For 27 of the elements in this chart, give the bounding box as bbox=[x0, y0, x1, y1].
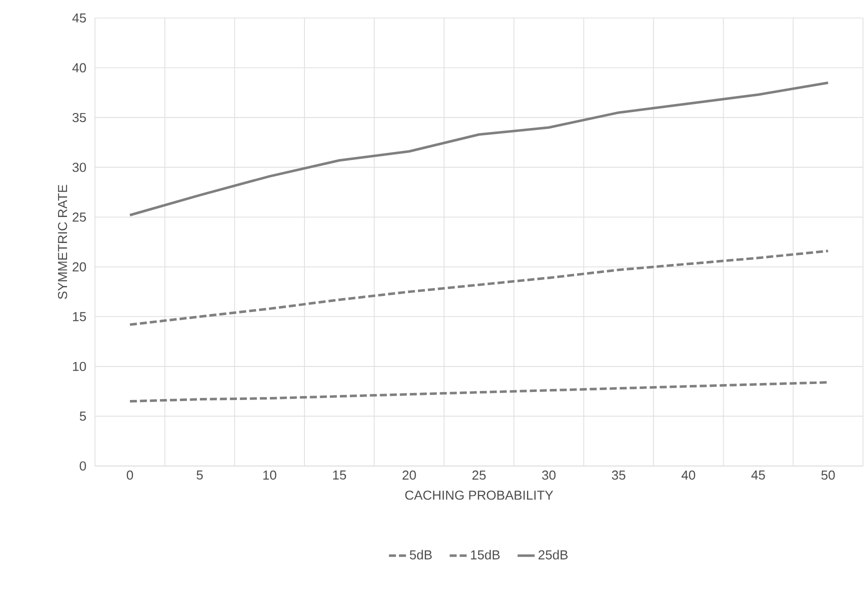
y-tick-label: 5 bbox=[80, 412, 86, 421]
y-tick-label: 10 bbox=[73, 362, 86, 372]
x-tick-label: 25 bbox=[472, 470, 486, 480]
y-tick-label: 0 bbox=[80, 461, 86, 471]
x-tick-label: 50 bbox=[821, 470, 835, 480]
y-tick-label: 25 bbox=[72, 212, 86, 222]
x-tick-label: 20 bbox=[402, 470, 416, 480]
y-tick-label: 35 bbox=[72, 112, 86, 122]
y-tick-label: 40 bbox=[72, 63, 86, 72]
legend-label: 5dB bbox=[410, 550, 432, 560]
line-series bbox=[128, 81, 830, 216]
x-axis-title: CACHING PROBABILITY bbox=[405, 490, 554, 500]
x-tick-label: 0 bbox=[126, 470, 134, 480]
y-axis-title: SYMMETRIC RATE bbox=[58, 184, 68, 300]
x-tick-label: 15 bbox=[333, 470, 346, 480]
x-tick-label: 30 bbox=[542, 470, 556, 480]
x-tick-label: 40 bbox=[682, 470, 696, 480]
x-tick-label: 45 bbox=[751, 470, 765, 480]
y-tick-label: 45 bbox=[72, 13, 86, 23]
legend-label: 15dB bbox=[470, 550, 500, 560]
y-tick-label: 30 bbox=[72, 162, 86, 172]
x-tick-label: 5 bbox=[196, 470, 203, 480]
y-tick-label: 15 bbox=[73, 312, 86, 322]
x-tick-label: 35 bbox=[612, 470, 626, 480]
legend-label: 25dB bbox=[538, 550, 568, 560]
x-tick-label: 10 bbox=[263, 470, 276, 480]
y-tick-label: 20 bbox=[72, 262, 86, 272]
